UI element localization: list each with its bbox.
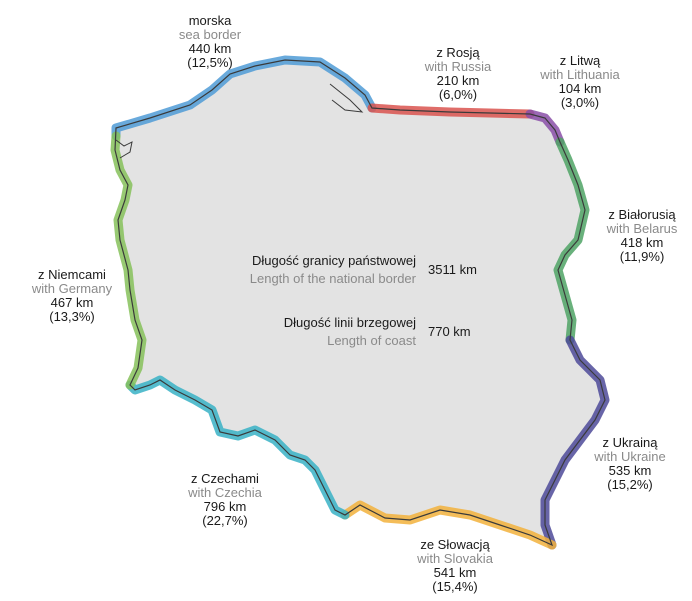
label-en: with Ukraine bbox=[594, 449, 666, 464]
stat-pl: Długość granicy państwowej bbox=[251, 253, 416, 268]
label-pct: (12,5%) bbox=[187, 55, 233, 70]
label-km: 541 km bbox=[433, 565, 477, 580]
label-pl: z Białorusią bbox=[608, 207, 676, 222]
label-km: 104 km bbox=[558, 81, 602, 96]
label-sea-border: morska sea border 440 km (12,5%) bbox=[160, 14, 260, 70]
stat-en: Length of coast bbox=[327, 333, 416, 348]
label-pl: z Ukrainą bbox=[602, 435, 658, 450]
label-pct: (22,7%) bbox=[202, 513, 248, 528]
label-lithuania: z Litwą with Lithuania 104 km (3,0%) bbox=[525, 54, 635, 110]
label-pl: ze Słowacją bbox=[420, 537, 490, 552]
label-ukraine: z Ukrainą with Ukraine 535 km (15,2%) bbox=[580, 436, 680, 492]
label-pl: z Czechami bbox=[191, 471, 259, 486]
label-pct: (15,2%) bbox=[607, 477, 653, 492]
label-pl: z Litwą bbox=[559, 53, 601, 68]
label-russia: z Rosją with Russia 210 km (6,0%) bbox=[408, 46, 508, 102]
stat-value: 3511 km bbox=[428, 262, 477, 277]
label-km: 796 km bbox=[203, 499, 247, 514]
label-pl: z Niemcami bbox=[38, 267, 106, 282]
label-pct: (13,3%) bbox=[49, 309, 95, 324]
label-en: sea border bbox=[178, 27, 242, 42]
label-km: 418 km bbox=[620, 235, 664, 250]
stat-national-border: Długość granicy państwowej Length of the… bbox=[208, 252, 477, 288]
label-en: with Czechia bbox=[188, 485, 262, 500]
border-outline bbox=[114, 59, 606, 547]
label-pct: (3,0%) bbox=[560, 95, 600, 110]
stat-value: 770 km bbox=[428, 324, 471, 339]
label-en: with Slovakia bbox=[417, 551, 493, 566]
stat-pl: Długość linii brzegowej bbox=[283, 315, 416, 330]
label-km: 535 km bbox=[608, 463, 652, 478]
label-km: 210 km bbox=[436, 73, 480, 88]
label-en: with Lithuania bbox=[540, 67, 620, 82]
poland-territory bbox=[115, 60, 605, 545]
label-germany: z Niemcami with Germany 467 km (13,3%) bbox=[22, 268, 122, 324]
label-en: with Russia bbox=[424, 59, 492, 74]
label-pct: (15,4%) bbox=[432, 579, 478, 594]
szczecin-lagoon bbox=[115, 139, 133, 159]
label-pl: morska bbox=[188, 13, 232, 28]
label-km: 440 km bbox=[188, 41, 232, 56]
hel-peninsula bbox=[329, 83, 364, 113]
label-en: with Germany bbox=[31, 281, 113, 296]
label-km: 467 km bbox=[50, 295, 94, 310]
label-en: with Belarus bbox=[606, 221, 678, 236]
label-pl: z Rosją bbox=[436, 45, 480, 60]
stat-en: Length of the national border bbox=[249, 271, 416, 286]
label-czechia: z Czechami with Czechia 796 km (22,7%) bbox=[175, 472, 275, 528]
label-slovakia: ze Słowacją with Slovakia 541 km (15,4%) bbox=[405, 538, 505, 594]
stat-coast: Długość linii brzegowej Length of coast … bbox=[232, 314, 471, 350]
label-pct: (11,9%) bbox=[619, 249, 665, 264]
label-pct: (6,0%) bbox=[438, 87, 478, 102]
label-belarus: z Białorusią with Belarus 418 km (11,9%) bbox=[592, 208, 692, 264]
